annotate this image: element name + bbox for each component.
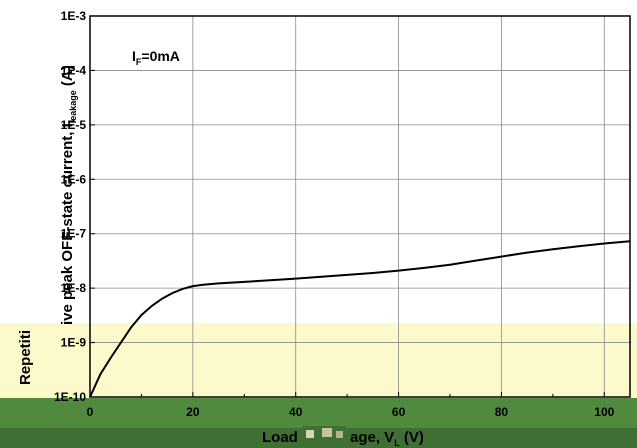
annotation-subscript: F — [136, 57, 142, 67]
x-tick-label: 40 — [289, 405, 303, 419]
x-axis-title-unit: (V) — [400, 429, 424, 446]
y-axis-title-subscript: leakage — [68, 90, 78, 123]
y-tick-label: 1E-4 — [61, 63, 87, 77]
series-layer — [89, 240, 631, 398]
x-tick-label: 20 — [186, 405, 200, 419]
x-tick-label: 60 — [392, 405, 406, 419]
x-tick-label: 80 — [495, 405, 509, 419]
plot-frame — [89, 15, 631, 398]
x-axis-title-suffix: age, V — [350, 429, 394, 446]
y-tick-label: 1E-6 — [61, 172, 87, 186]
y-tick-label: 1E-7 — [61, 227, 87, 241]
annotation-symbol: I — [132, 48, 136, 64]
highlight-overlay — [0, 323, 637, 403]
y-tick-label: 1E-5 — [61, 118, 87, 132]
smudge-artifact — [302, 426, 346, 442]
y-axis-title: ive peak OFF-state current, Ileakage (A) — [59, 65, 78, 325]
y-tick-label: 1E-3 — [61, 9, 87, 23]
y-tick-label: 1E-9 — [61, 336, 87, 350]
y-axis-title-clipped-text: Repetiti — [17, 330, 34, 385]
y-tick-label: 1E-8 — [61, 281, 87, 295]
series-line-0 — [89, 240, 631, 398]
annotation-value: =0mA — [141, 48, 180, 64]
x-axis-title-prefix: Load — [262, 429, 302, 446]
ticks: 0 20 40 60 80 100 1E-10 1E-9 1E-8 1E-7 1E-6 1E-5 1E-… — [54, 9, 615, 419]
x-axis-title-subscript: L — [394, 438, 400, 448]
x-tick-label: 100 — [594, 405, 614, 419]
y-axis-title-clipped: Repetiti — [17, 330, 34, 385]
y-axis-title-text: ive peak OFF-state current, I — [59, 123, 76, 325]
x-axis-title: Load age, VL (V) — [262, 429, 424, 448]
y-tick-label: 1E-10 — [54, 390, 86, 404]
annotation: IF=0mA — [132, 48, 180, 67]
x-tick-label: 0 — [87, 405, 94, 419]
grid — [90, 16, 630, 397]
y-axis-title-unit: (A) — [59, 65, 76, 90]
